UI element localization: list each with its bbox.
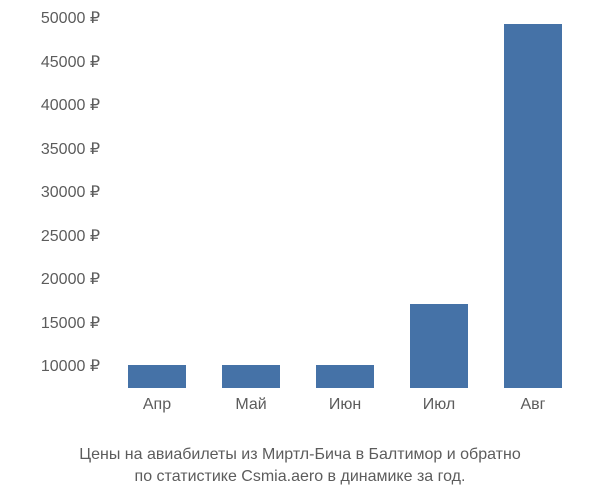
y-tick-label: 15000 ₽ xyxy=(0,313,100,333)
bar xyxy=(504,24,562,388)
bar xyxy=(410,304,468,388)
bar xyxy=(316,365,374,389)
x-tick-label: Июл xyxy=(423,396,455,414)
caption-line-2: по статистике Csmia.aero в динамике за г… xyxy=(135,468,466,485)
x-tick-label: Апр xyxy=(143,396,171,414)
price-chart: 10000 ₽ 15000 ₽ 20000 ₽ 25000 ₽ 30000 ₽ 35000… xyxy=(0,0,600,440)
y-tick-label: 50000 ₽ xyxy=(0,8,100,28)
y-tick-label: 45000 ₽ xyxy=(0,52,100,72)
x-tick-label: Май xyxy=(235,396,266,414)
y-tick-label: 35000 ₽ xyxy=(0,139,100,159)
y-tick-label: 30000 ₽ xyxy=(0,182,100,202)
x-tick-label: Авг xyxy=(520,396,545,414)
caption-line-1: Цены на авиабилеты из Миртл-Бича в Балти… xyxy=(79,446,520,463)
x-tick-label: Июн xyxy=(329,396,361,414)
y-tick-label: 40000 ₽ xyxy=(0,95,100,115)
bar xyxy=(222,365,280,388)
y-tick-label: 20000 ₽ xyxy=(0,269,100,289)
plot-area: 10000 ₽15000 ₽20000 ₽25000 ₽30000 ₽35000… xyxy=(110,18,580,388)
y-tick-label: 25000 ₽ xyxy=(0,226,100,246)
y-tick-label: 10000 ₽ xyxy=(0,356,100,376)
bar xyxy=(128,365,186,388)
chart-caption: Цены на авиабилеты из Миртл-Бича в Балти… xyxy=(0,444,600,487)
